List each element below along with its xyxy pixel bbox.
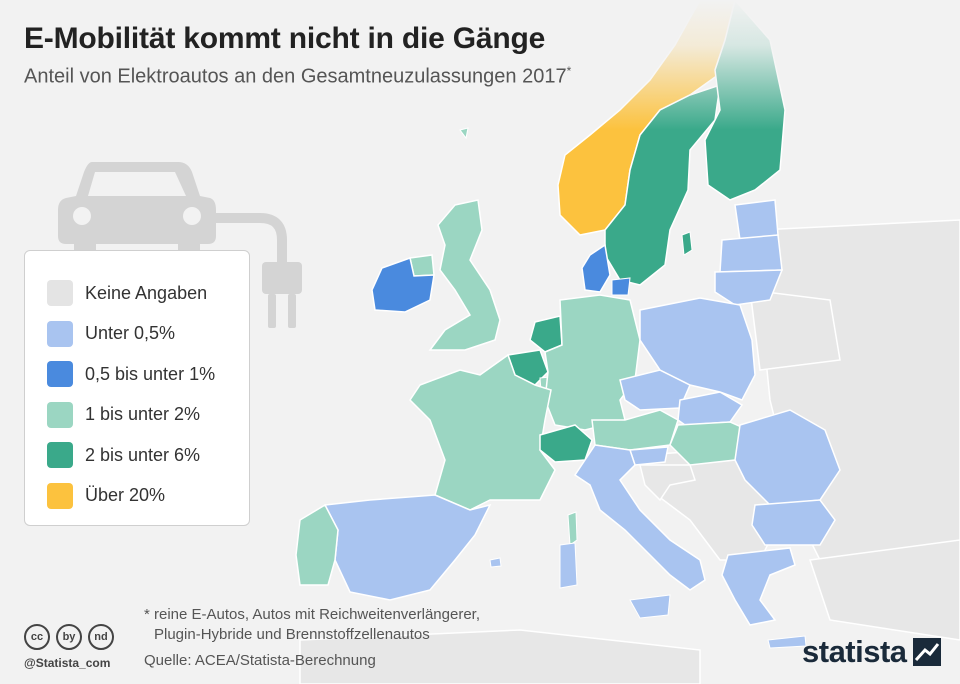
legend-label: Unter 0,5% xyxy=(85,323,176,344)
legend-swatch xyxy=(47,280,73,307)
island-gotland xyxy=(681,231,693,256)
island-zealand xyxy=(611,277,631,296)
country-italy xyxy=(573,444,706,591)
footnote-line-1: * reine E-Autos, Autos mit Reichweitenve… xyxy=(144,606,480,623)
license-icons: cc by nd xyxy=(24,624,114,650)
island-sicily xyxy=(629,594,671,619)
country-france xyxy=(409,353,556,511)
country-bulgaria xyxy=(751,499,836,546)
chart-title: E-Mobilität kommt nicht in die Gänge xyxy=(24,22,546,55)
country-uk xyxy=(428,199,501,351)
by-icon: by xyxy=(56,624,82,650)
country-slovenia xyxy=(628,446,669,466)
legend-label: 1 bis unter 2% xyxy=(85,404,201,425)
legend-swatch xyxy=(47,482,73,509)
statista-logo-icon xyxy=(912,638,941,666)
statista-logo: statista xyxy=(802,634,941,670)
legend-item-2-bis-6: 2 bis unter 6% xyxy=(47,435,249,476)
legend-swatch xyxy=(47,361,73,388)
map-top-fade xyxy=(540,0,800,130)
footnote: * reine E-Autos, Autos mit Reichweitenve… xyxy=(144,605,480,645)
island-balearic xyxy=(489,557,502,568)
country-lithuania xyxy=(714,269,784,306)
country-germany xyxy=(544,294,641,431)
legend-label: 2 bis unter 6% xyxy=(85,444,201,465)
country-spain xyxy=(323,494,492,601)
country-ireland xyxy=(371,257,435,313)
island-crete xyxy=(767,635,807,649)
footnote-line-2: Plugin-Hybride und Brennstoffzellenautos xyxy=(154,626,430,643)
car-plug-icon xyxy=(58,162,302,328)
island-shetland xyxy=(459,127,469,140)
legend-item-1-bis-2: 1 bis unter 2% xyxy=(47,395,249,436)
country-latvia xyxy=(719,234,783,273)
legend-swatch xyxy=(47,401,73,428)
statista-wordmark: statista xyxy=(802,634,907,669)
country-estonia xyxy=(734,199,779,241)
land-turkey xyxy=(809,539,960,641)
legend-item-keine-angaben: Keine Angaben xyxy=(47,273,249,314)
country-croatia xyxy=(639,464,696,502)
legend: Keine Angaben Unter 0,5% 0,5 bis unter 1… xyxy=(24,250,250,526)
country-denmark xyxy=(581,243,611,293)
island-sardinia xyxy=(559,542,578,589)
chart-subtitle: Anteil von Elektroautos an den Gesamtneu… xyxy=(24,64,571,89)
legend-item-unter-0-5: Unter 0,5% xyxy=(47,314,249,355)
source-note: Quelle: ACEA/Statista-Berechnung xyxy=(144,652,376,669)
cc-icon: cc xyxy=(24,624,50,650)
nd-icon: nd xyxy=(88,624,114,650)
legend-label: 0,5 bis unter 1% xyxy=(85,363,216,384)
island-corsica xyxy=(567,511,578,546)
country-sweden xyxy=(604,83,721,286)
legend-item-ueber-20: Über 20% xyxy=(47,476,249,517)
legend-swatch xyxy=(47,320,73,347)
legend-swatch xyxy=(47,442,73,469)
legend-item-0-5-bis-1: 0,5 bis unter 1% xyxy=(47,354,249,395)
statista-handle: @Statista_com xyxy=(24,656,111,670)
subtitle-text: Anteil von Elektroautos an den Gesamtneu… xyxy=(24,65,567,88)
subtitle-asterisk: * xyxy=(566,64,572,78)
country-portugal xyxy=(295,503,339,586)
country-greece xyxy=(721,547,796,626)
country-poland xyxy=(639,297,756,401)
legend-label: Keine Angaben xyxy=(85,282,208,303)
legend-label: Über 20% xyxy=(85,485,166,506)
land-belarus xyxy=(749,289,841,371)
land-africa xyxy=(299,629,701,684)
